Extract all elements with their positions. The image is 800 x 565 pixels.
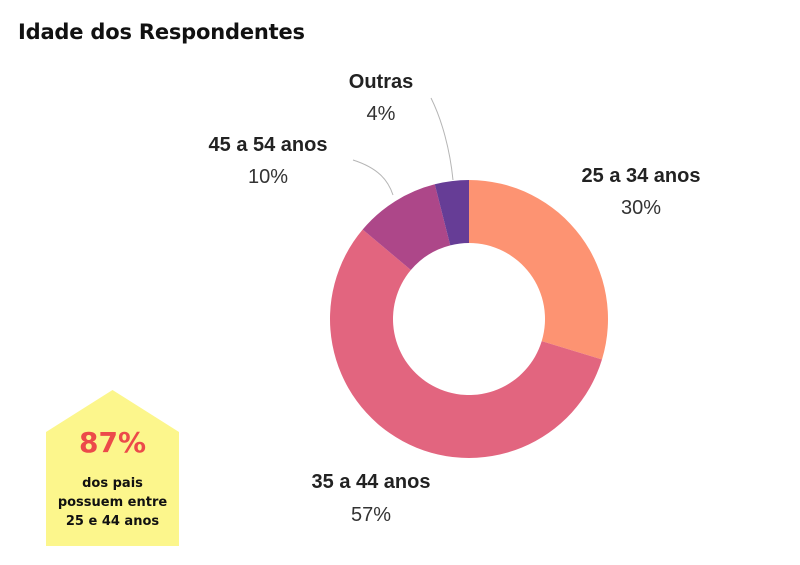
slice-value-label: 10% bbox=[248, 166, 288, 188]
callout-value: 87% bbox=[78, 426, 147, 459]
callout-badge: 87% dos pais possuem entre 25 e 44 anos bbox=[46, 390, 179, 546]
slice-label: 45 a 54 anos bbox=[209, 134, 328, 156]
callout-line: possuem entre bbox=[57, 495, 168, 510]
slice-label: Outras bbox=[349, 71, 413, 93]
slice-25-a-34-anos bbox=[469, 180, 608, 360]
slice-value-label: 57% bbox=[351, 504, 391, 526]
slice-value-label: 30% bbox=[621, 197, 661, 219]
leader-line bbox=[352, 159, 394, 196]
callout-text: dos pais possuem entre 25 e 44 anos bbox=[46, 474, 179, 531]
slice-label: 25 a 34 anos bbox=[582, 165, 701, 187]
callout-line: 25 e 44 anos bbox=[65, 514, 160, 529]
slice-label: 35 a 44 anos bbox=[312, 471, 431, 493]
callout-line: dos pais bbox=[82, 476, 143, 491]
house-shape bbox=[46, 390, 179, 546]
slice-outras bbox=[434, 180, 469, 246]
slice-35-a-44-anos bbox=[330, 229, 602, 458]
slice-45-a-54-anos bbox=[362, 184, 451, 271]
slice-value-label: 4% bbox=[367, 103, 396, 125]
leader-line bbox=[430, 97, 454, 181]
callout-background bbox=[46, 390, 179, 546]
page-title: Idade dos Respondentes bbox=[18, 20, 305, 44]
